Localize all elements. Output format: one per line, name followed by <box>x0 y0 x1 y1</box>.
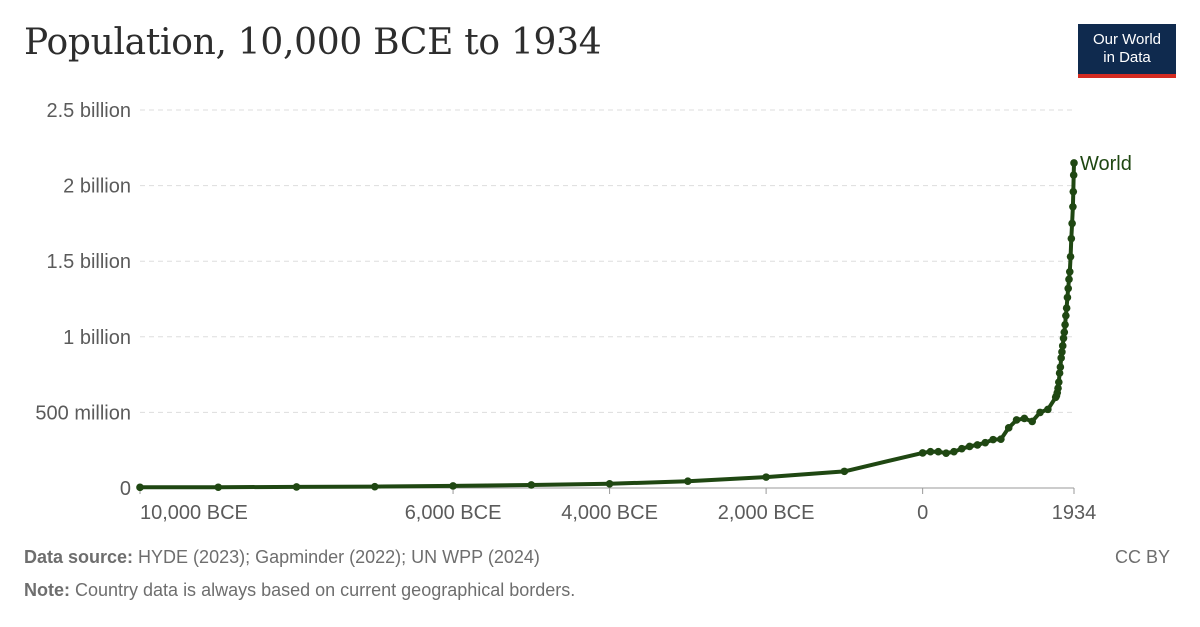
grid-lines <box>140 109 1074 413</box>
data-point <box>136 483 144 492</box>
x-axis: 10,000 BCE 6,000 BCE 4,000 BCE 2,000 BCE 0 19… <box>139 487 1097 524</box>
data-point <box>1067 234 1076 243</box>
data-point <box>1068 219 1076 228</box>
source-text: HYDE (2023); Gapminder (2022); UN WPP (2… <box>133 547 540 567</box>
y-tick-label: 2 billion <box>63 176 131 198</box>
data-point <box>1069 187 1078 196</box>
data-point <box>214 483 223 492</box>
x-tick-label: 1934 <box>1052 502 1097 524</box>
y-tick-label: 1.5 billion <box>46 251 131 273</box>
data-point <box>1060 328 1069 337</box>
data-point <box>1058 348 1066 356</box>
data-point <box>527 481 536 489</box>
data-point <box>762 473 770 481</box>
data-point <box>1063 293 1072 302</box>
data-point <box>950 447 958 456</box>
data-point <box>997 435 1005 443</box>
data-point <box>1062 311 1070 320</box>
y-axis-labels: 0 500 million 1 billion 1.5 billion 2 billio… <box>35 100 131 500</box>
x-tick-label: 4,000 BCE <box>561 502 658 524</box>
series-group: World <box>136 153 1132 492</box>
data-point <box>1065 267 1074 276</box>
y-tick-label: 1 billion <box>63 327 131 349</box>
data-point <box>918 449 927 457</box>
data-point <box>1069 171 1078 179</box>
data-point <box>1058 342 1067 350</box>
data-point <box>840 467 849 476</box>
data-point <box>1059 334 1068 343</box>
data-point <box>942 449 950 458</box>
x-tick-label: 10,000 BCE <box>140 502 248 524</box>
x-tick-label: 6,000 BCE <box>405 502 502 524</box>
chart-title: Population, 10,000 BCE to 1934 <box>24 22 602 63</box>
x-tick-label: 0 <box>917 502 928 524</box>
data-point <box>989 435 997 444</box>
data-point <box>1012 416 1021 424</box>
data-point <box>973 441 982 449</box>
data-point <box>1064 284 1073 293</box>
data-point <box>934 447 943 456</box>
data-point <box>1054 384 1062 393</box>
y-tick-label: 500 million <box>35 402 131 424</box>
data-point <box>1055 378 1063 386</box>
data-point <box>370 482 379 491</box>
data-point <box>1028 417 1037 426</box>
data-point <box>1069 202 1077 211</box>
data-point <box>1020 414 1029 423</box>
data-source: Data source: HYDE (2023); Gapminder (202… <box>24 547 540 568</box>
chart-note: Note: Country data is always based on cu… <box>24 580 575 601</box>
data-point <box>449 482 457 490</box>
note-text: Country data is always based on current … <box>70 580 576 600</box>
data-point <box>684 477 692 485</box>
data-point <box>965 442 974 451</box>
data-point <box>1066 252 1075 261</box>
series-line-world <box>138 160 1076 490</box>
note-label: Note: <box>24 580 70 600</box>
data-point <box>1061 320 1069 329</box>
owid-logo[interactable]: Our World in Data <box>1078 24 1176 78</box>
data-point <box>926 447 935 456</box>
data-point <box>605 479 614 488</box>
data-point <box>1070 159 1078 167</box>
data-point <box>1044 405 1052 414</box>
data-point <box>1004 424 1013 432</box>
data-point <box>1036 408 1044 417</box>
data-point <box>981 438 990 447</box>
y-tick-label: 2.5 billion <box>46 100 131 122</box>
data-point <box>1055 369 1064 377</box>
logo-line-2: in Data <box>1103 49 1151 66</box>
data-point <box>292 483 301 491</box>
data-point <box>1057 354 1065 362</box>
data-point <box>1065 275 1073 284</box>
data-point <box>957 444 966 453</box>
data-point <box>1062 304 1071 312</box>
source-label: Data source: <box>24 547 134 567</box>
x-tick-label: 2,000 BCE <box>718 502 815 524</box>
license-link[interactable]: CC BY <box>1114 547 1170 567</box>
y-tick-label: 0 <box>120 478 131 500</box>
logo-line-1: Our World <box>1092 31 1162 48</box>
data-point <box>1056 363 1065 371</box>
series-label: World <box>1080 153 1132 175</box>
